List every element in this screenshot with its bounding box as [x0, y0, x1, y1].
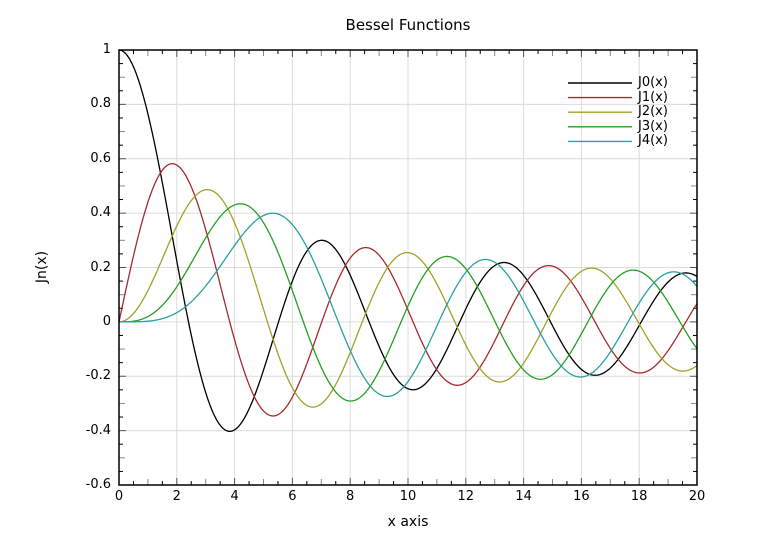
y-tick-label: 0.8: [90, 96, 111, 112]
legend-label: J2(x): [638, 104, 668, 120]
y-tick-label: 0: [102, 313, 111, 329]
x-tick-label: 14: [515, 489, 532, 504]
y-tick-label: -0.4: [85, 422, 111, 438]
legend-label: J0(x): [638, 75, 668, 90]
x-tick-label: 20: [688, 489, 706, 504]
curve-J2(x): [118, 188, 698, 408]
x-axis-label: x axis: [387, 514, 429, 530]
plot-border: [118, 49, 698, 486]
x-tick-label: 12: [457, 489, 475, 504]
x-tick-label: 0: [114, 489, 124, 504]
x-tick-label: 6: [288, 489, 297, 504]
curve-J4(x): [118, 212, 698, 398]
x-tick-label: 10: [399, 489, 417, 504]
x-tick-label: 16: [573, 489, 590, 504]
legend-label: J1(x): [638, 89, 668, 105]
x-tick-label: 18: [630, 489, 648, 504]
x-tick-label: 2: [172, 489, 181, 504]
y-tick-label: 0.4: [90, 205, 111, 221]
curve-J3(x): [118, 203, 698, 402]
y-tick-label: 0.6: [90, 150, 111, 166]
legend-label: J4(x): [638, 133, 668, 149]
x-tick-label: 4: [230, 489, 239, 504]
chart-title: Bessel Functions: [345, 16, 471, 34]
y-tick-label: 1: [102, 42, 111, 57]
y-tick-label: -0.6: [85, 477, 111, 492]
legend-label: J3(x): [638, 118, 668, 134]
curve-J1(x): [118, 163, 698, 417]
curve-J0(x): [118, 49, 698, 433]
y-tick-label: -0.2: [85, 368, 111, 384]
y-tick-label: 0.2: [90, 259, 111, 275]
x-tick-label: 8: [346, 489, 355, 504]
